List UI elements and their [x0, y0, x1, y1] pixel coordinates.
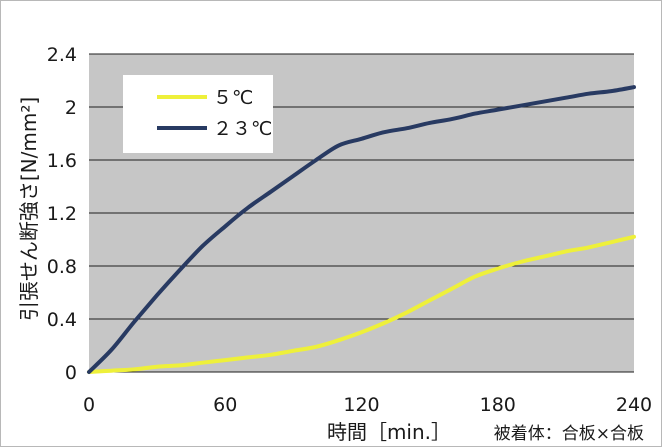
- legend-label-5c: ５℃: [213, 87, 253, 109]
- y-tick-label: 0: [65, 362, 77, 384]
- y-axis-label: 引張せん断強さ[N/mm²]: [17, 97, 41, 321]
- y-tick-label: 1.6: [47, 150, 77, 172]
- y-tick-label: 2.4: [47, 44, 77, 66]
- x-tick-labels: 0 60 120 180 240: [83, 394, 652, 416]
- y-tick-label: 2: [65, 97, 77, 119]
- series-line-1: [87, 85, 636, 374]
- gridlines: [89, 53, 634, 373]
- y-tick-label: 0.4: [47, 309, 77, 331]
- adherend-note: 被着体：合板×合板: [494, 424, 644, 444]
- legend-label-23c: ２３℃: [213, 118, 272, 140]
- x-tick-label: 60: [213, 394, 237, 416]
- series-layer: [87, 85, 636, 374]
- legend-box: [123, 75, 273, 153]
- x-tick-label: 120: [343, 394, 379, 416]
- y-tick-label: 1.2: [47, 203, 77, 225]
- series-line-0: [87, 234, 636, 374]
- x-tick-label: 240: [616, 394, 652, 416]
- y-tick-labels: 0 0.4 0.8 1.2 1.6 2 2.4: [47, 44, 77, 384]
- x-tick-label: 180: [480, 394, 516, 416]
- y-tick-label: 0.8: [47, 256, 77, 278]
- x-axis-label: 時間［min.］: [327, 420, 451, 444]
- legend: ５℃ ２３℃: [123, 75, 273, 153]
- x-tick-label: 0: [83, 394, 95, 416]
